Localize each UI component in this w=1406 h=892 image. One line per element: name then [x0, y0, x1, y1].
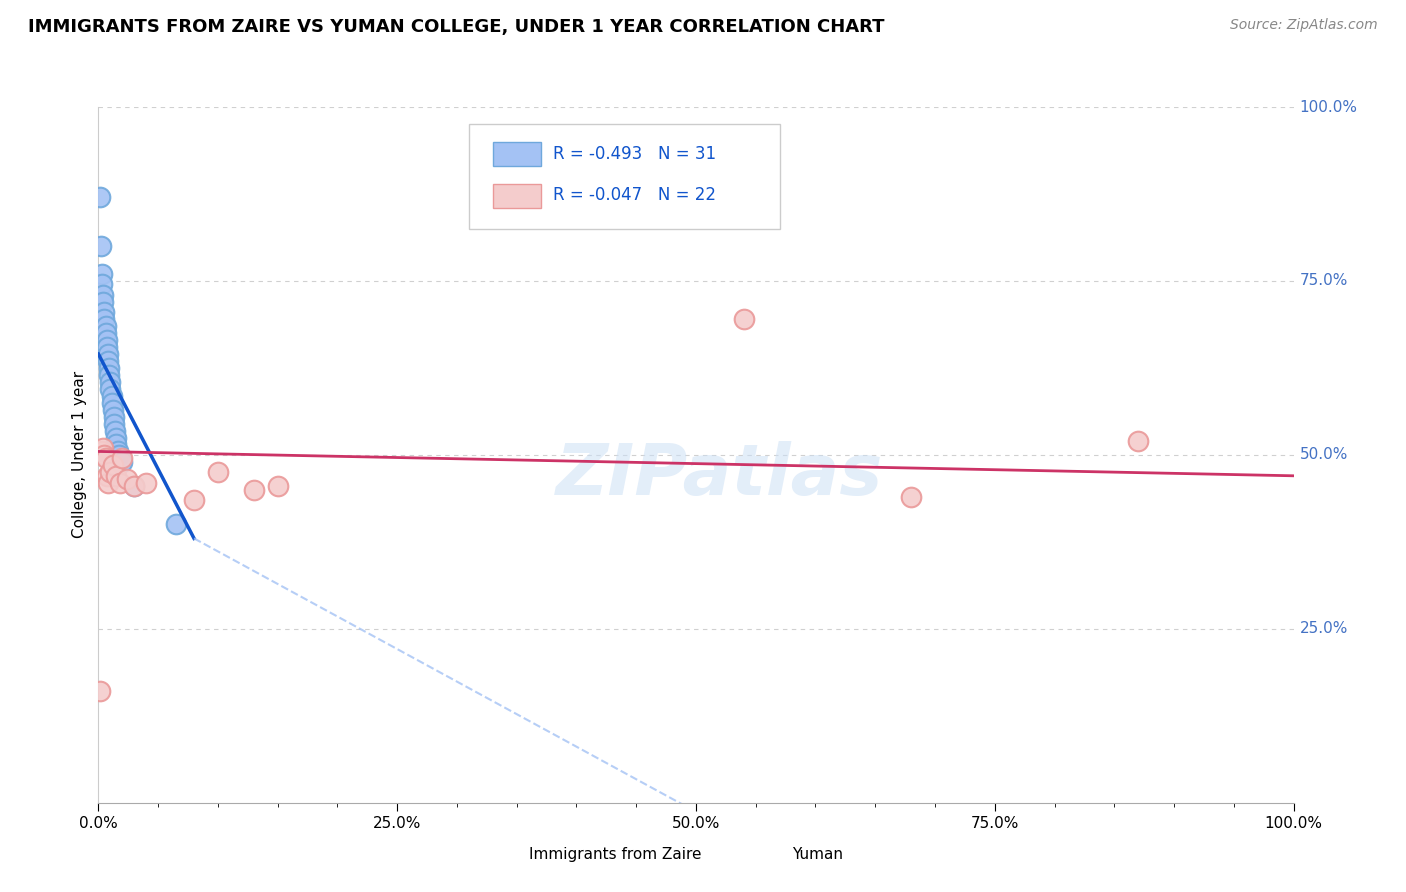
- Point: [97, 347, 120, 361]
- Point: [111, 455, 134, 469]
- Text: 50.0%: 50.0%: [1299, 448, 1348, 462]
- Point: [96, 333, 118, 347]
- Point: [94, 319, 117, 334]
- Text: R = -0.047   N = 22: R = -0.047 N = 22: [553, 186, 716, 204]
- Point: [91, 277, 114, 292]
- Text: 25.0%: 25.0%: [1299, 622, 1348, 636]
- Point: [107, 448, 129, 462]
- Point: [91, 267, 114, 281]
- Text: 75.0%: 75.0%: [1299, 274, 1348, 288]
- Point: [104, 424, 127, 438]
- Point: [124, 479, 146, 493]
- Point: [165, 517, 187, 532]
- Point: [111, 451, 134, 466]
- Point: [135, 475, 157, 490]
- Point: [98, 368, 121, 382]
- Point: [100, 389, 122, 403]
- Point: [183, 493, 205, 508]
- Point: [105, 431, 128, 445]
- Text: IMMIGRANTS FROM ZAIRE VS YUMAN COLLEGE, UNDER 1 YEAR CORRELATION CHART: IMMIGRANTS FROM ZAIRE VS YUMAN COLLEGE, …: [28, 18, 884, 36]
- Point: [105, 437, 128, 451]
- Point: [733, 312, 755, 326]
- Text: Source: ZipAtlas.com: Source: ZipAtlas.com: [1230, 18, 1378, 32]
- Text: Yuman: Yuman: [792, 847, 842, 863]
- Point: [96, 468, 118, 483]
- Point: [101, 402, 124, 417]
- Point: [89, 684, 111, 698]
- Point: [94, 326, 117, 340]
- Point: [900, 490, 922, 504]
- Point: [100, 396, 122, 410]
- Bar: [494, 142, 540, 166]
- Point: [1128, 434, 1150, 448]
- Point: [105, 468, 128, 483]
- FancyBboxPatch shape: [470, 124, 779, 229]
- Text: ZIPatlas: ZIPatlas: [557, 442, 883, 510]
- Point: [98, 360, 121, 375]
- Point: [107, 444, 129, 458]
- Point: [267, 479, 290, 493]
- Point: [97, 354, 120, 368]
- Point: [91, 288, 114, 302]
- Text: Immigrants from Zaire: Immigrants from Zaire: [529, 847, 702, 863]
- Point: [98, 382, 122, 396]
- Point: [96, 340, 118, 354]
- Point: [124, 479, 146, 493]
- Point: [94, 451, 117, 466]
- Point: [89, 190, 111, 204]
- Point: [207, 466, 229, 480]
- Point: [98, 375, 122, 389]
- Text: R = -0.493   N = 31: R = -0.493 N = 31: [553, 145, 716, 162]
- Point: [91, 441, 114, 455]
- Point: [108, 475, 131, 490]
- Point: [115, 472, 138, 486]
- Point: [93, 305, 115, 319]
- Point: [243, 483, 266, 497]
- Point: [101, 458, 124, 473]
- Point: [91, 444, 114, 458]
- Point: [93, 312, 115, 326]
- Y-axis label: College, Under 1 year: College, Under 1 year: [72, 371, 87, 539]
- Bar: [486, 845, 523, 865]
- Point: [90, 239, 112, 253]
- Point: [91, 294, 114, 309]
- Point: [97, 475, 120, 490]
- Point: [93, 448, 115, 462]
- Point: [98, 466, 122, 480]
- Text: 100.0%: 100.0%: [1299, 100, 1358, 114]
- Bar: [494, 184, 540, 208]
- Point: [103, 417, 125, 431]
- Bar: [749, 845, 786, 865]
- Point: [103, 409, 125, 424]
